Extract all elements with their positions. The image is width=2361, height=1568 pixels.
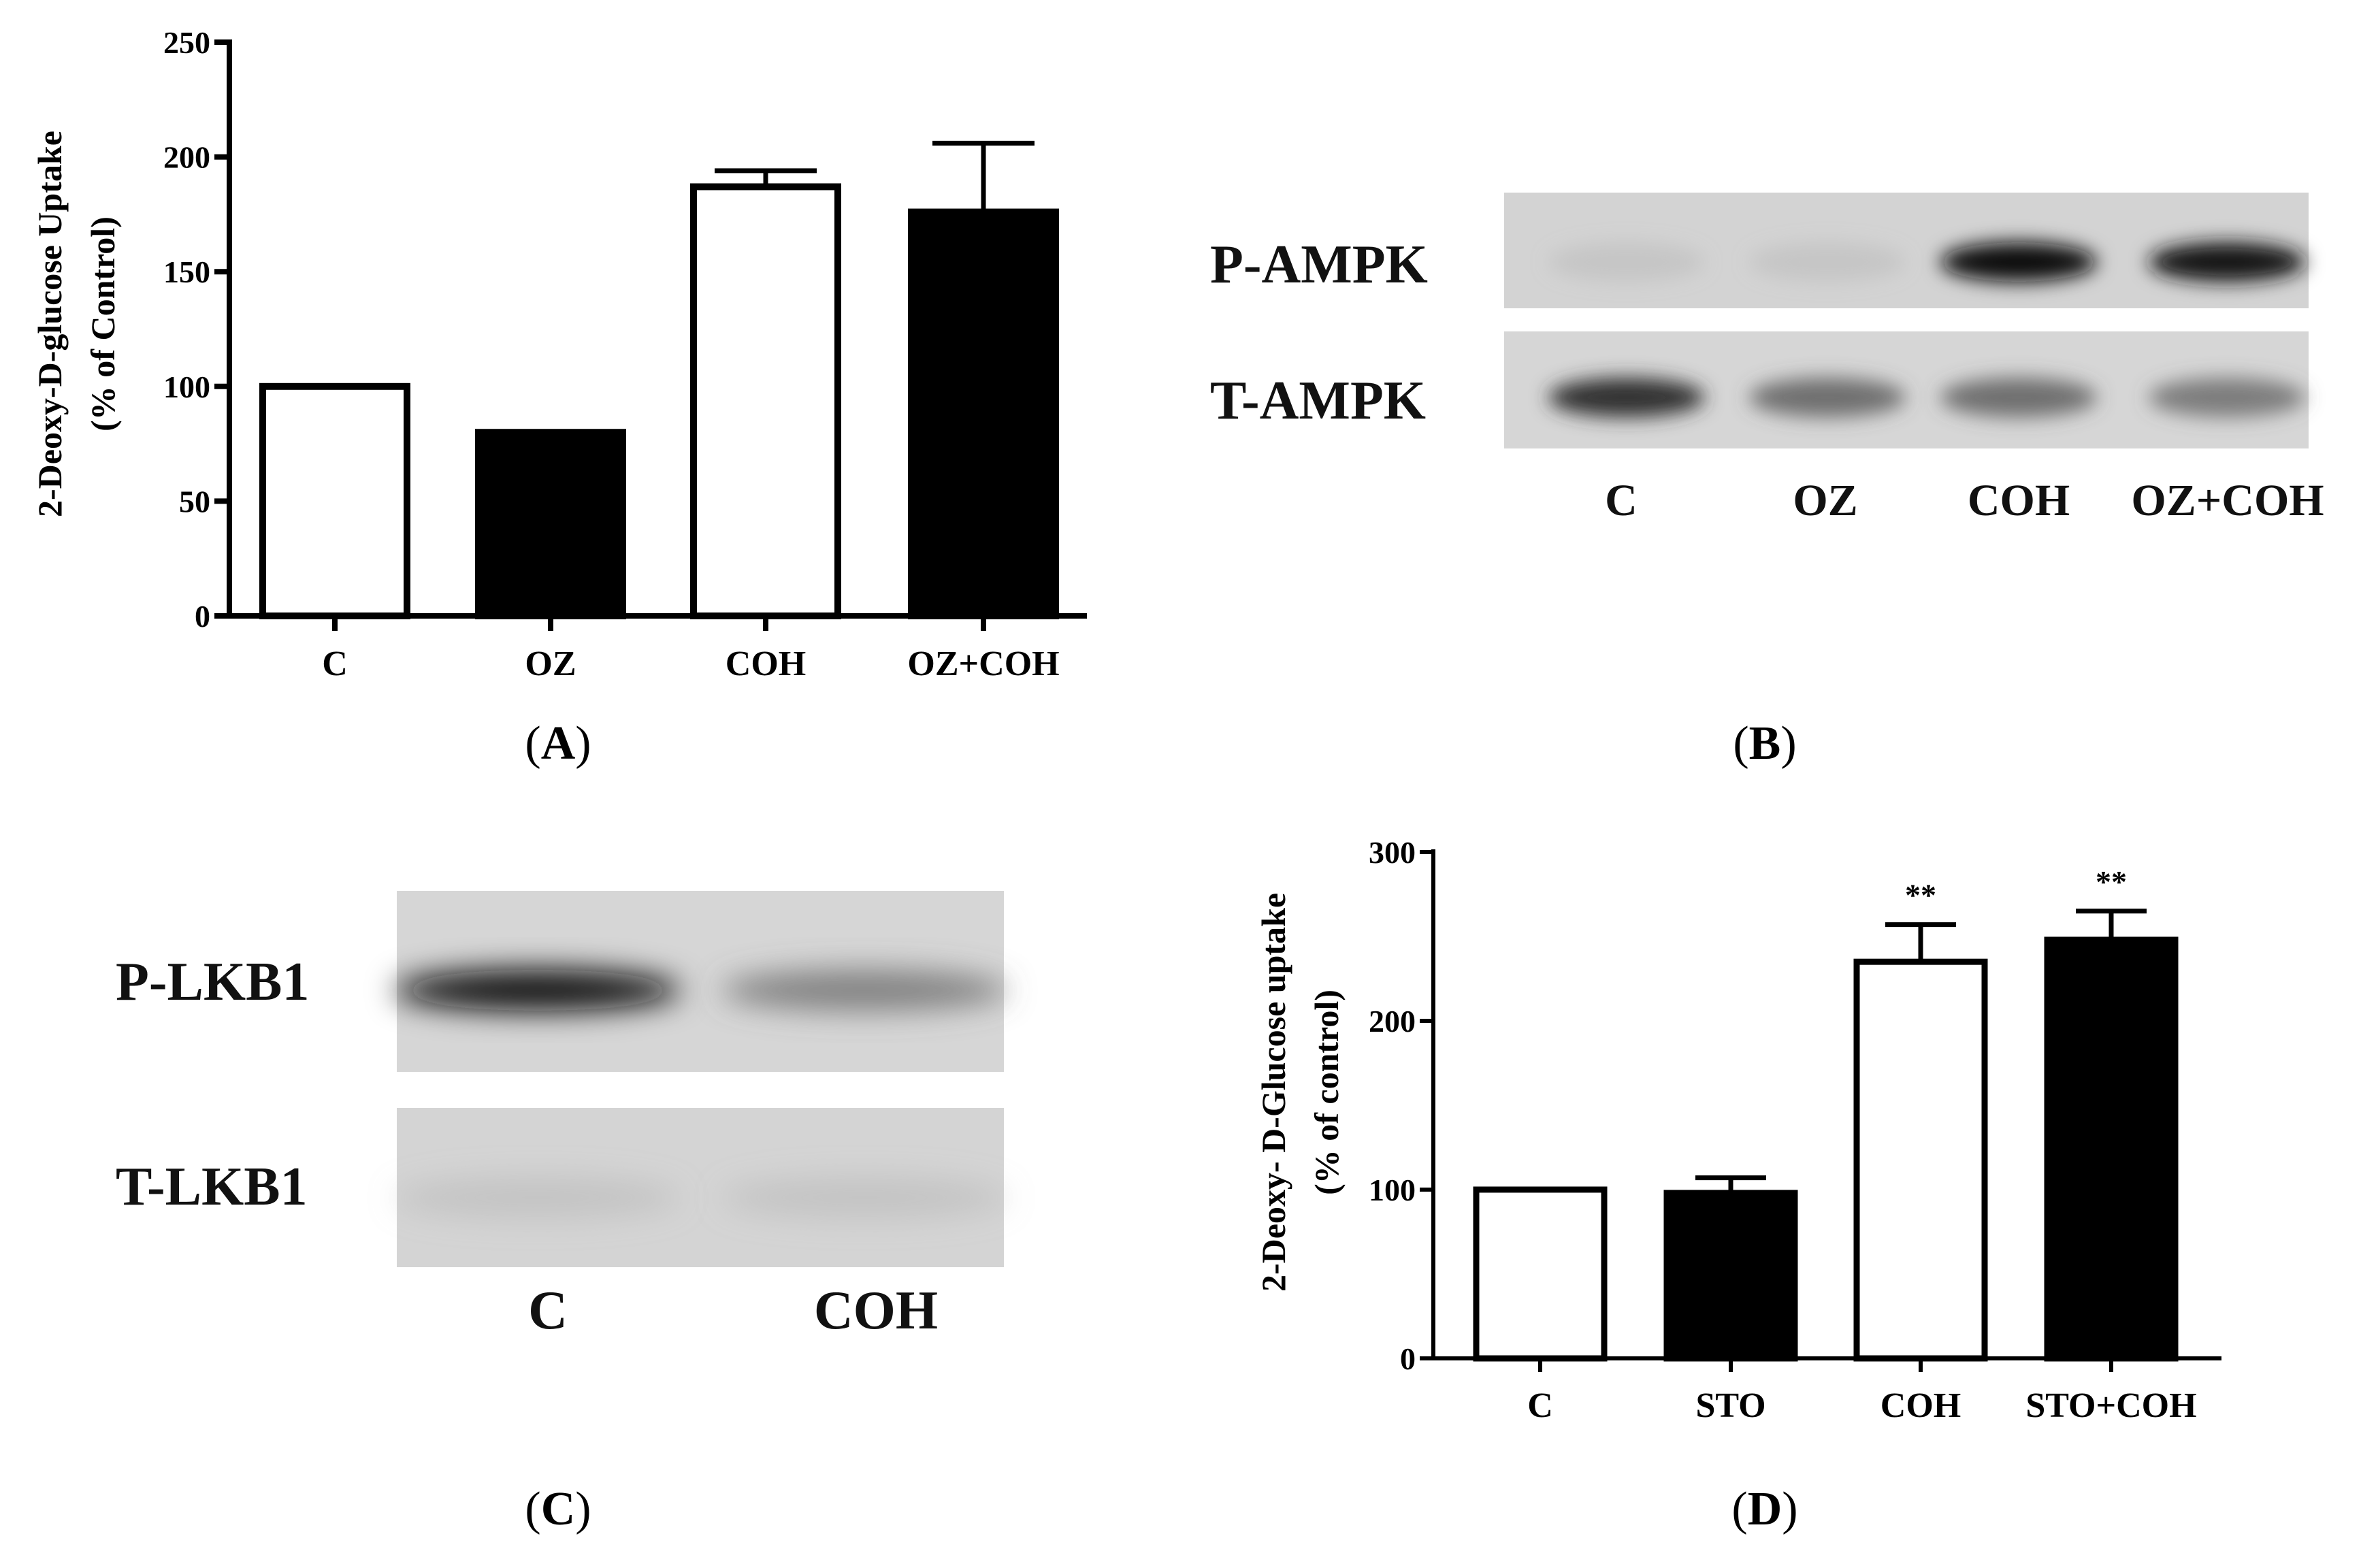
bar-sto xyxy=(1663,1190,1798,1362)
x-category-label: C xyxy=(322,644,348,683)
band-p-ampk-lane-1 xyxy=(1548,242,1705,282)
band-p-ampk-lane-2 xyxy=(1749,242,1906,282)
y-tick-label: 0 xyxy=(1400,1341,1416,1376)
y-tick-label: 200 xyxy=(1369,1004,1416,1039)
panel-c-western-blot: P-LKB1 T-LKB1 C COH xyxy=(116,891,1007,1341)
y-tick-label: 300 xyxy=(1369,835,1416,870)
band-t-ampk-lane-4 xyxy=(2149,378,2305,417)
y-tick-label: 100 xyxy=(163,370,210,404)
y-tick-label: 100 xyxy=(1369,1173,1416,1207)
y-tick-label: 200 xyxy=(163,140,210,175)
x-category-label: C xyxy=(1527,1386,1553,1425)
x-category-label: OZ+COH xyxy=(907,644,1059,683)
panel-a-y-ticks: 0 50 100 150 200 250 xyxy=(163,25,986,634)
band-p-ampk-lane-3 xyxy=(1940,242,2097,282)
y-tick-label: 50 xyxy=(179,484,210,519)
band-t-lkb1-lane-2 xyxy=(721,1177,1007,1218)
band-t-ampk-lane-3 xyxy=(1940,378,2097,417)
y-tick-label: 0 xyxy=(195,599,210,634)
panel-d-y-ticks: 0 100 200 300 xyxy=(1369,835,2113,1376)
blot-c-lane-c: C xyxy=(528,1281,568,1341)
band-t-ampk-lane-1 xyxy=(1548,378,1705,417)
panel-a-bars xyxy=(259,140,1059,620)
panel-c-bands xyxy=(395,970,1007,1218)
panel-d-significance-marks: ** ** xyxy=(1905,864,2127,913)
x-category-label: STO+COH xyxy=(2025,1386,2196,1425)
blot-b-lane-c: C xyxy=(1605,476,1638,525)
panel-d-y-axis-title: 2-Deoxy- D-Glucose uptake xyxy=(1254,893,1292,1292)
bar-c xyxy=(1473,1186,1608,1362)
band-p-ampk-lane-4 xyxy=(2149,242,2305,282)
panel-a-x-categories: C OZ COH OZ+COH xyxy=(322,644,1059,683)
t-lkb1-label: T-LKB1 xyxy=(116,1157,308,1217)
panel-d-bar-chart: 2-Deoxy- D-Glucose uptake (% of control)… xyxy=(1254,835,2221,1425)
significance-asterisks: ** xyxy=(1905,878,1936,913)
panel-a-bar-chart: 2-Deoxy-D-glucose Uptake (% of Control) … xyxy=(31,25,1087,683)
panel-label-c: (C) xyxy=(525,1483,591,1535)
bar-oz-plus-coh xyxy=(908,208,1059,619)
panel-a-y-axis-title: 2-Deoxy-D-glucose Uptake xyxy=(31,131,69,517)
bar-coh xyxy=(690,183,841,620)
bar-c xyxy=(259,382,410,619)
x-category-label: OZ xyxy=(525,644,576,683)
band-t-ampk-lane-2 xyxy=(1749,378,1906,417)
bar-coh xyxy=(1853,958,1988,1362)
x-category-label: STO xyxy=(1695,1386,1765,1425)
panel-label-d: (D) xyxy=(1731,1483,1797,1535)
panel-a-y-axis-subtitle: (% of Control) xyxy=(84,216,122,431)
bar-sto-plus-coh xyxy=(2044,936,2179,1362)
band-p-lkb1-lane-1 xyxy=(395,970,681,1011)
panel-label-a: (A) xyxy=(525,717,591,770)
panel-d-y-axis-subtitle: (% of control) xyxy=(1307,990,1346,1195)
panel-d-bars xyxy=(1473,909,2179,1362)
x-category-label: COH xyxy=(726,644,806,683)
y-tick-label: 250 xyxy=(163,25,210,60)
y-tick-label: 150 xyxy=(163,255,210,289)
panel-d-x-categories: C STO COH STO+COH xyxy=(1527,1386,2196,1425)
blot-b-lane-oz-coh: OZ+COH xyxy=(2131,476,2324,525)
t-ampk-label: T-AMPK xyxy=(1210,371,1426,431)
bar-oz xyxy=(475,429,626,619)
panel-label-b: (B) xyxy=(1733,717,1796,770)
significance-asterisks: ** xyxy=(2096,864,2127,899)
p-lkb1-label: P-LKB1 xyxy=(116,952,309,1012)
blot-b-lane-oz: OZ xyxy=(1793,476,1857,525)
panel-b-western-blot: P-AMPK T-AMPK C OZ COH OZ+COH xyxy=(1210,193,2324,525)
x-category-label: COH xyxy=(1880,1386,1961,1425)
band-p-lkb1-lane-2 xyxy=(721,970,1007,1011)
blot-b-lane-coh: COH xyxy=(1968,476,2070,525)
panel-b-bands xyxy=(1548,242,2305,417)
p-ampk-label: P-AMPK xyxy=(1210,235,1428,295)
blot-c-lane-coh: COH xyxy=(814,1281,938,1341)
band-t-lkb1-lane-1 xyxy=(395,1177,681,1218)
